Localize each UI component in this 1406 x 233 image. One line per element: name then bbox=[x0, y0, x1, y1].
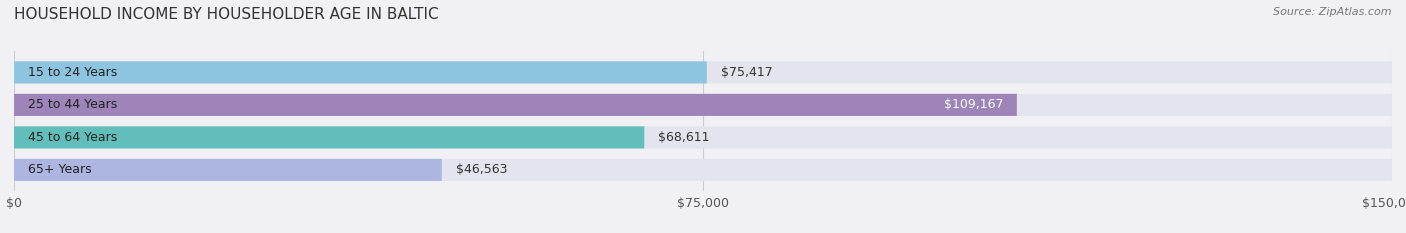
Text: 25 to 44 Years: 25 to 44 Years bbox=[28, 98, 117, 111]
Text: 65+ Years: 65+ Years bbox=[28, 163, 91, 176]
Text: $75,417: $75,417 bbox=[721, 66, 772, 79]
FancyBboxPatch shape bbox=[14, 94, 1017, 116]
Text: HOUSEHOLD INCOME BY HOUSEHOLDER AGE IN BALTIC: HOUSEHOLD INCOME BY HOUSEHOLDER AGE IN B… bbox=[14, 7, 439, 22]
FancyBboxPatch shape bbox=[14, 159, 441, 181]
FancyBboxPatch shape bbox=[14, 61, 707, 83]
Text: Source: ZipAtlas.com: Source: ZipAtlas.com bbox=[1274, 7, 1392, 17]
FancyBboxPatch shape bbox=[14, 126, 644, 148]
FancyBboxPatch shape bbox=[14, 126, 1392, 148]
Text: 15 to 24 Years: 15 to 24 Years bbox=[28, 66, 117, 79]
Text: 45 to 64 Years: 45 to 64 Years bbox=[28, 131, 117, 144]
FancyBboxPatch shape bbox=[14, 94, 1392, 116]
Text: $46,563: $46,563 bbox=[456, 163, 508, 176]
Text: $109,167: $109,167 bbox=[943, 98, 1002, 111]
FancyBboxPatch shape bbox=[14, 159, 1392, 181]
FancyBboxPatch shape bbox=[14, 61, 1392, 83]
Text: $68,611: $68,611 bbox=[658, 131, 710, 144]
